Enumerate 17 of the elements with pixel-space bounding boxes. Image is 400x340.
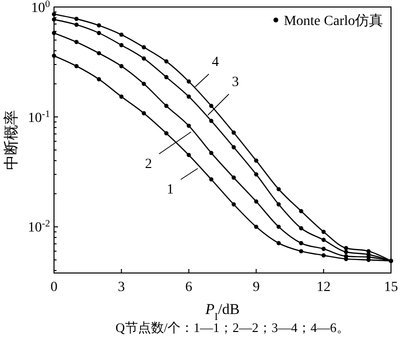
x-tick-label: 9 [252, 280, 260, 295]
x-tick-label: 0 [50, 280, 58, 295]
x-axis-title: P$_{I}$/dB [204, 302, 240, 322]
y-axis-title: 中断概率 [3, 110, 20, 170]
annotation: 3 [232, 75, 239, 90]
x-tick-label: 6 [185, 280, 192, 295]
y-tick-label: 10$^{-1}$ [28, 108, 50, 126]
annotation: 4 [212, 55, 219, 70]
y-tick-label: 10$^{-2}$ [28, 218, 50, 236]
x-tick-label: 12 [316, 280, 331, 295]
y-tick-label: 10$^{0}$ [31, 0, 50, 16]
legend-label: Monte Carlo仿真 [284, 13, 383, 29]
text: Q节点数/个：1—1；2—2；3—4；4—6。 [116, 320, 350, 335]
x-tick-label: 15 [384, 280, 398, 295]
annotation: 2 [145, 156, 152, 172]
x-tick-label: 3 [118, 280, 125, 295]
annotation: 1 [166, 182, 174, 198]
